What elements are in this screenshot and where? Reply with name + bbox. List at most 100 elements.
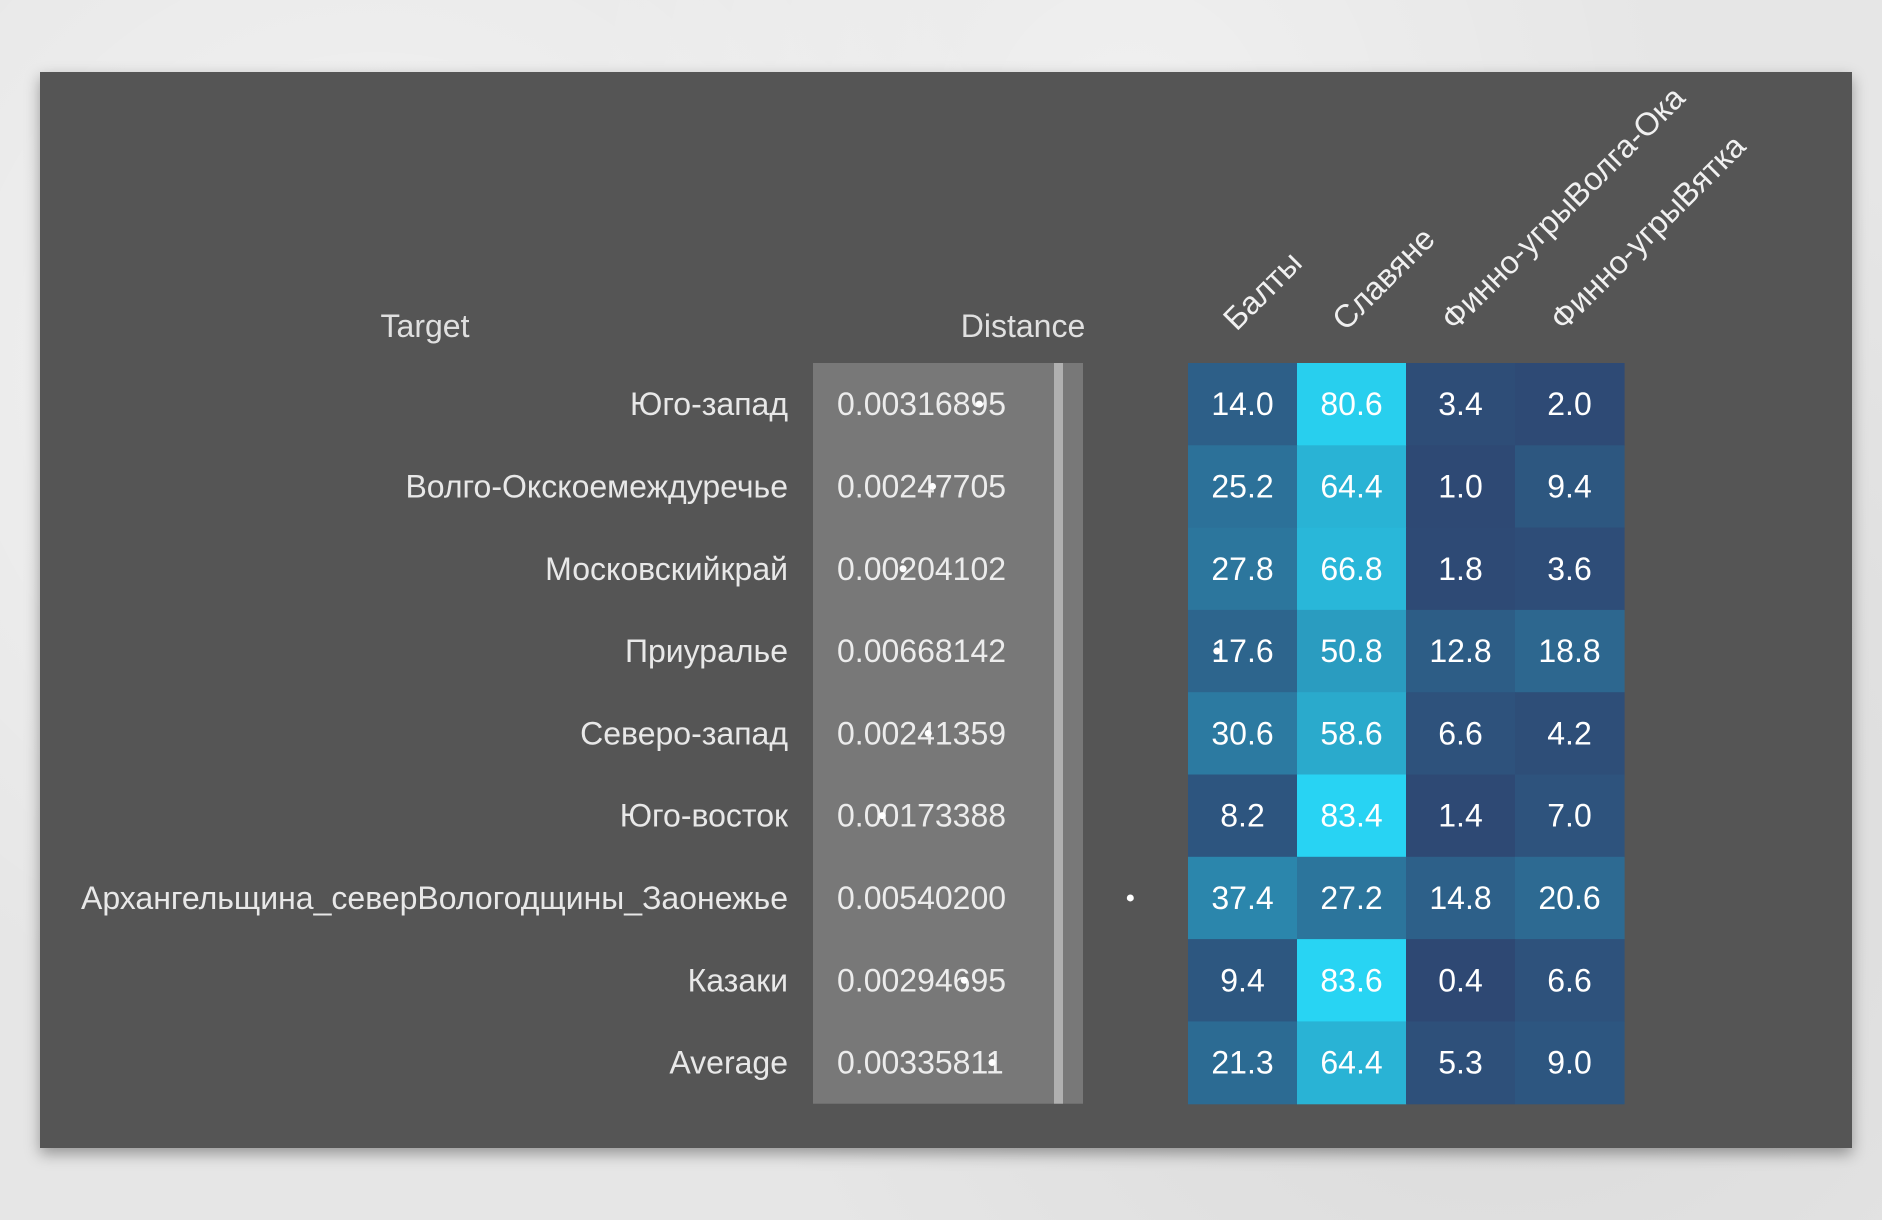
heatmap-cell-value: 0.4	[1438, 962, 1482, 998]
heatmap-cell	[1406, 692, 1516, 776]
distance-dot	[924, 729, 932, 737]
heatmap-cell	[1515, 445, 1625, 529]
row-distance-value: 0.00247705	[837, 468, 1006, 504]
heatmap-cell	[1406, 445, 1516, 529]
row-distance-value: 0.00540200	[837, 880, 1006, 916]
heatmap-cell-value: 66.8	[1320, 551, 1382, 587]
heatmap-cell-value: 14.0	[1211, 386, 1273, 422]
heatmap-cell	[1297, 774, 1407, 858]
heatmap-cell-value: 83.4	[1320, 798, 1382, 834]
row-distance-value: 0.00294695	[837, 962, 1006, 998]
heatmap-cell	[1188, 774, 1298, 858]
row-target-label: Архангельщина_северВологодщины_Заонежье	[81, 880, 788, 916]
row-target-label: Казаки	[688, 962, 788, 998]
row-distance-value: 0.00173388	[837, 798, 1006, 834]
heatmap-cell-value: 9.0	[1547, 1045, 1591, 1081]
heatmap-cell-value: 1.8	[1438, 551, 1482, 587]
heatmap-cell	[1297, 1021, 1407, 1105]
row-target-label: Волго-Окскоемеждуречье	[405, 468, 788, 504]
heatmap-cell-value: 30.6	[1211, 715, 1273, 751]
heatmap-cell-value: 37.4	[1211, 880, 1273, 916]
heatmap-cell	[1515, 774, 1625, 858]
heatmap-cell-value: 14.8	[1429, 880, 1491, 916]
distance-band	[813, 363, 1083, 1104]
heatmap-cell	[1188, 527, 1298, 611]
distance-dot	[988, 1059, 996, 1067]
chart-panel: Target Distance 14.0 80.6 3.4 2.0 25.2 64.4 1.…	[40, 72, 1852, 1148]
heatmap-cell-value: 20.6	[1538, 880, 1600, 916]
heatmap-cell	[1188, 856, 1298, 940]
distance-divider	[1054, 363, 1063, 1104]
heatmap-cell-value: 6.6	[1438, 715, 1482, 751]
heatmap-cell-value: 5.3	[1438, 1045, 1482, 1081]
heatmap-cell	[1297, 939, 1407, 1022]
heatmap-cell-value: 83.6	[1320, 962, 1382, 998]
heatmap-cell	[1188, 692, 1298, 776]
heatmap-cell-value: 27.8	[1211, 551, 1273, 587]
distance-dot	[929, 482, 937, 490]
row-target-label: Юго-запад	[630, 386, 788, 422]
heatmap-chart: Target Distance 14.0 80.6 3.4 2.0 25.2 64.4 1.…	[81, 79, 1752, 1105]
heatmap-cell-value: 17.6	[1211, 633, 1273, 669]
distance-dot	[1126, 894, 1134, 902]
heatmap-cell-value: 4.2	[1547, 715, 1591, 751]
heatmap-cell	[1406, 856, 1516, 940]
heatmap-column-label: Финно-угрыВятка	[1543, 128, 1752, 337]
heatmap-cell	[1297, 445, 1407, 529]
target-column-header: Target	[381, 308, 470, 344]
heatmap-cell	[1406, 527, 1516, 611]
heatmap-cell	[1515, 692, 1625, 776]
heatmap-cell-value: 1.4	[1438, 798, 1482, 834]
distance-column-header: Distance	[961, 308, 1086, 344]
distance-dot	[899, 565, 907, 573]
heatmap-cell-value: 27.2	[1320, 880, 1382, 916]
heatmap-cell	[1515, 609, 1625, 693]
heatmap-cell-value: 25.2	[1211, 468, 1273, 504]
heatmap-cell	[1515, 527, 1625, 611]
distance-dot	[960, 976, 968, 984]
heatmap-cell-value: 3.4	[1438, 386, 1482, 422]
heatmap-cell	[1406, 363, 1516, 446]
heatmap-cell-value: 80.6	[1320, 386, 1382, 422]
row-target-label: Московскийкрай	[545, 551, 788, 587]
heatmap-cell-value: 1.0	[1438, 468, 1482, 504]
heatmap-cell-value: 6.6	[1547, 962, 1591, 998]
row-distance-value: 0.00335811	[837, 1045, 1004, 1081]
distance-dot	[1213, 647, 1221, 655]
heatmap-cell-value: 50.8	[1320, 633, 1382, 669]
heatmap-cell	[1188, 939, 1298, 1022]
distance-dot	[975, 400, 983, 408]
heatmap-cell	[1297, 363, 1407, 446]
heatmap-cell-value: 64.4	[1320, 1045, 1382, 1081]
heatmap-cell	[1406, 774, 1516, 858]
heatmap-cell-value: 58.6	[1320, 715, 1382, 751]
row-distance-value: 0.00204102	[837, 551, 1006, 587]
heatmap-cell	[1188, 1021, 1298, 1105]
heatmap-cell-value: 3.6	[1547, 551, 1591, 587]
heatmap-cell	[1406, 939, 1516, 1022]
heatmap-cell-value: 2.0	[1547, 386, 1591, 422]
row-target-label: Приуралье	[625, 633, 788, 669]
distance-dot	[878, 812, 886, 820]
row-distance-value: 0.00668142	[837, 633, 1006, 669]
heatmap-cell-value: 64.4	[1320, 468, 1382, 504]
heatmap-cell	[1406, 609, 1516, 693]
heatmap-cell-value: 9.4	[1547, 468, 1591, 504]
heatmap-cell-value: 9.4	[1220, 962, 1264, 998]
heatmap-cell-value: 7.0	[1547, 798, 1591, 834]
heatmap-cell	[1188, 609, 1298, 693]
heatmap-cell	[1188, 445, 1298, 529]
heatmap-cell-value: 21.3	[1211, 1045, 1273, 1081]
heatmap-column-label: Славяне	[1325, 220, 1442, 337]
heatmap-cell-value: 18.8	[1538, 633, 1600, 669]
heatmap-cell	[1515, 1021, 1625, 1105]
row-distance-value: 0.00241359	[837, 715, 1006, 751]
heatmap-cell	[1515, 856, 1625, 940]
heatmap-cell	[1297, 692, 1407, 776]
heatmap-column-label: Балты	[1216, 244, 1309, 337]
row-target-label: Северо-запад	[580, 715, 788, 751]
row-target-label: Average	[669, 1045, 788, 1081]
row-target-label: Юго-восток	[620, 798, 789, 834]
heatmap-cell	[1515, 363, 1625, 446]
heatmap-cell	[1406, 1021, 1516, 1105]
